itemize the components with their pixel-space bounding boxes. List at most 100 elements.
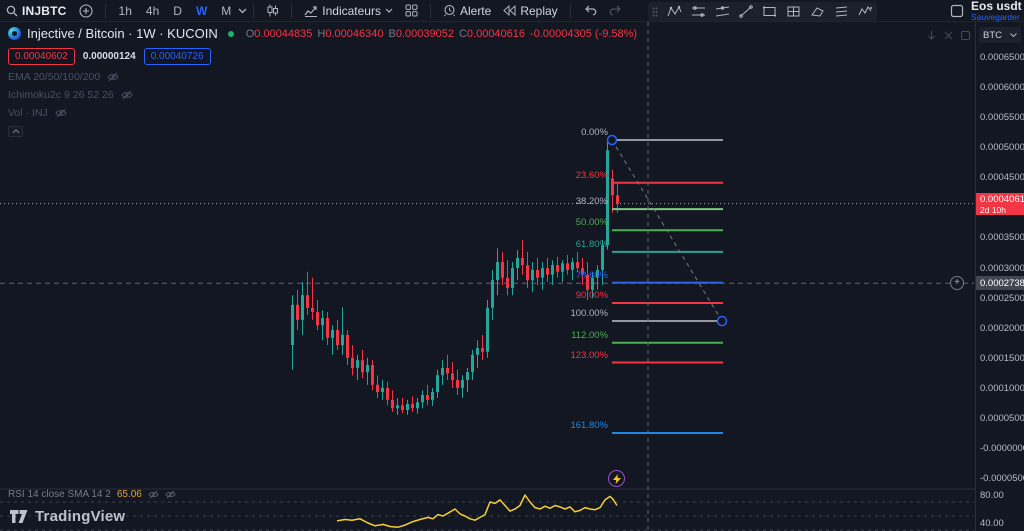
- market-status-dot-icon: [227, 30, 234, 37]
- fib-level-label: 38.20%: [575, 196, 608, 208]
- cloud-save-checkbox-icon[interactable]: [950, 4, 964, 18]
- drag-handle-icon[interactable]: [652, 7, 658, 17]
- legend-collapse-button[interactable]: [8, 126, 23, 137]
- eye-hidden-icon[interactable]: [55, 108, 67, 118]
- indicators-button[interactable]: Indicateurs: [298, 0, 399, 22]
- chart-legend: Injective / Bitcoin · 1W · KUCOIN O0.000…: [8, 26, 637, 137]
- price-tick: -0.00000000: [980, 442, 1024, 454]
- parallel-channel-icon[interactable]: [715, 5, 730, 18]
- eye-hidden-icon[interactable]: [148, 490, 159, 499]
- pane-maximize-icon[interactable]: [960, 30, 971, 41]
- elliott-wave-icon[interactable]: [858, 5, 873, 18]
- eye-hidden-icon[interactable]: [165, 490, 176, 499]
- rsi-legend[interactable]: RSI 14 close SMA 14 2 65.06: [8, 489, 176, 500]
- toolbar-separator: [291, 3, 293, 18]
- tab-timeframe-1h[interactable]: 1h: [118, 3, 132, 18]
- trend-based-fib-icon[interactable]: [691, 5, 706, 18]
- indicators-chart-icon: [304, 5, 318, 17]
- pane-controls: [926, 30, 971, 41]
- rsi-title: RSI 14 close SMA 14 2: [8, 489, 111, 500]
- eye-hidden-icon[interactable]: [121, 90, 133, 100]
- indicator-row-volume[interactable]: Vol · INJ: [8, 107, 637, 119]
- symbol-search-button[interactable]: INJBTC: [0, 0, 73, 22]
- candle-body: [516, 257, 519, 269]
- magnet-mode-icon[interactable]: [608, 470, 625, 487]
- tab-timeframe-w[interactable]: W: [195, 3, 208, 18]
- pane-move-down-icon[interactable]: [926, 30, 937, 41]
- candle-body: [376, 384, 379, 393]
- save-button[interactable]: Eos usdt Sauvegarder: [971, 0, 1022, 22]
- candle-body: [436, 375, 439, 393]
- candle-body: [536, 269, 539, 278]
- plus-circle-icon: [78, 3, 93, 18]
- symbol-title[interactable]: Injective / Bitcoin · 1W · KUCOIN: [27, 26, 218, 41]
- fib-level-label: 100.00%: [570, 308, 608, 320]
- toolbar-separator: [569, 3, 571, 18]
- redo-button[interactable]: [603, 0, 629, 22]
- add-symbol-button[interactable]: [73, 0, 99, 22]
- candle-body: [611, 178, 614, 196]
- candle-body: [616, 195, 619, 204]
- tab-timeframe-d[interactable]: D: [173, 3, 182, 18]
- xabcd-pattern-icon[interactable]: [667, 5, 682, 18]
- candle-body: [491, 280, 494, 308]
- price-tick: -0.00005000: [980, 473, 1024, 485]
- fib-low-price-box[interactable]: 0.00040602: [8, 48, 75, 65]
- tab-timeframe-m[interactable]: M: [221, 3, 232, 18]
- axis-currency-select[interactable]: BTC: [979, 27, 1021, 43]
- undo-button[interactable]: [577, 0, 603, 22]
- fib-retracement-icon[interactable]: [786, 5, 801, 18]
- fib-trend-line[interactable]: [611, 139, 723, 322]
- candle-body: [421, 395, 424, 403]
- fib-level-label: 23.60%: [575, 169, 608, 181]
- tradingview-logo[interactable]: TradingView: [10, 508, 125, 525]
- candle-body: [351, 357, 354, 368]
- axis-add-alert-button[interactable]: +: [950, 276, 964, 291]
- tab-timeframe-4h[interactable]: 4h: [145, 3, 160, 18]
- candle-body: [336, 330, 339, 346]
- chart-style-button[interactable]: [260, 0, 285, 22]
- layout-name: Eos usdt: [971, 0, 1022, 13]
- fib-high-price-box[interactable]: 0.00040726: [143, 48, 211, 65]
- alert-button[interactable]: Alerte: [437, 0, 497, 22]
- candle-body: [391, 399, 394, 409]
- rectangle-icon[interactable]: [762, 5, 777, 18]
- pane-close-icon[interactable]: [943, 30, 954, 41]
- candle-body: [426, 395, 429, 400]
- indicator-row-ema[interactable]: EMA 20/50/100/200: [8, 71, 637, 83]
- layout-templates-button[interactable]: [399, 0, 424, 22]
- fib-level-label: 161.80%: [570, 419, 608, 431]
- trend-line-icon[interactable]: [739, 5, 753, 18]
- eye-hidden-icon[interactable]: [107, 72, 119, 82]
- indicator-row-ichimoku[interactable]: Ichimoku2c 9 26 52 26: [8, 89, 637, 101]
- candle-body: [531, 269, 534, 281]
- candle-body: [456, 380, 459, 388]
- drawing-tools-palette: [648, 2, 877, 21]
- candle-body: [401, 405, 404, 411]
- tradingview-logo-icon: [10, 509, 28, 524]
- replay-button[interactable]: Replay: [497, 0, 563, 22]
- candle-body: [451, 373, 454, 381]
- chevron-down-icon[interactable]: [238, 8, 247, 14]
- horizontal-lines-icon[interactable]: [834, 5, 849, 18]
- fib-anchor-handle[interactable]: [606, 134, 618, 146]
- polyline-icon[interactable]: [810, 5, 825, 18]
- candle-body: [296, 304, 299, 320]
- undo-arrow-icon: [583, 5, 597, 16]
- candle-body: [561, 263, 564, 272]
- candle-body: [471, 354, 474, 373]
- fib-level-label: 61.80%: [575, 238, 608, 250]
- fib-anchor-handle[interactable]: [716, 315, 728, 327]
- candle-body: [431, 392, 434, 400]
- candle-body: [311, 307, 314, 313]
